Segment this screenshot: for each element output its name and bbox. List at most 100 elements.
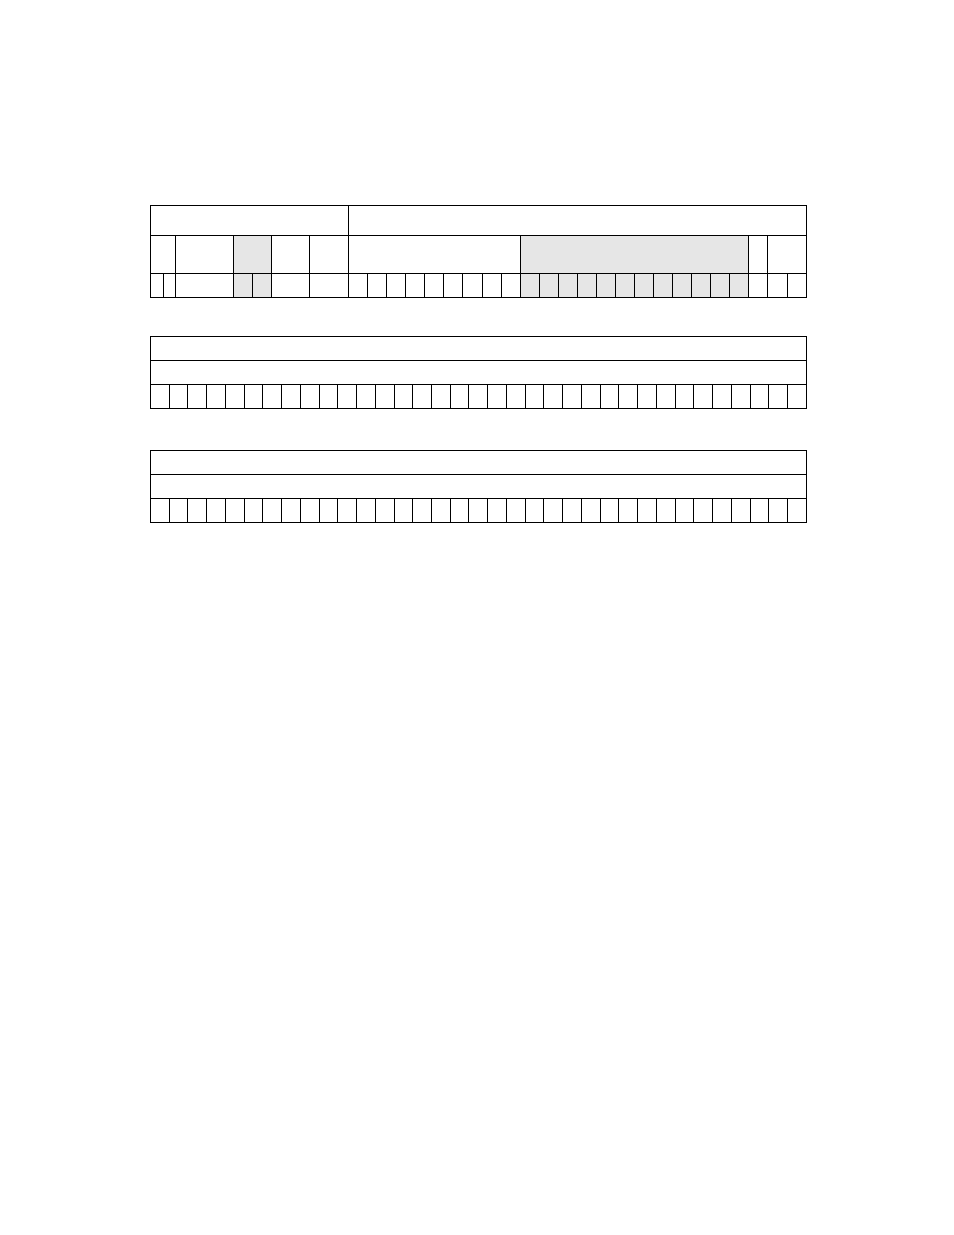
table-row [151,206,807,236]
table-cell [244,499,263,523]
table-cell [520,236,749,274]
table-cell [450,385,469,409]
table-cell [619,385,638,409]
table-cell [731,385,750,409]
table-cell [375,499,394,523]
table-cell [488,499,507,523]
table-cell [675,499,694,523]
table-cell [619,499,638,523]
table-cell [787,385,806,409]
table-cell [749,274,768,298]
table-cell [444,274,463,298]
table-cell [207,385,226,409]
table-cell [787,274,807,298]
table-cell [577,274,596,298]
table-cell [233,236,271,274]
table-cell [600,385,619,409]
table-cell [413,385,432,409]
table-cell [501,274,520,298]
table-cell [713,499,732,523]
data-table-t2 [150,336,807,409]
table-cell [581,385,600,409]
table-cell [282,499,301,523]
table-cell [749,236,768,274]
table-cell [558,274,577,298]
table-cell [252,274,271,298]
table-cell [394,385,413,409]
table-cell [349,274,368,298]
table-cell [357,499,376,523]
table-cell [469,385,488,409]
table-cell [635,274,654,298]
table-cell [525,499,544,523]
table-cell [731,499,750,523]
table-cell [151,274,164,298]
table-cell [600,499,619,523]
table-cell [387,274,406,298]
table-cell [151,337,807,361]
table-cell [151,451,807,475]
table-cell [349,206,807,236]
table-cell [469,499,488,523]
table-cell [233,274,252,298]
table-cell [169,385,188,409]
table-cell [176,236,233,274]
table-cell [768,274,787,298]
table-cell [563,385,582,409]
data-table-t3 [150,450,807,523]
table-cell [188,499,207,523]
table-cell [581,499,600,523]
table-cell [673,274,692,298]
table-cell [244,385,263,409]
table-cell [282,385,301,409]
table-row [151,499,807,523]
table-cell [769,385,788,409]
table-cell [730,274,749,298]
table-row [151,337,807,361]
table-cell [413,499,432,523]
table-cell [694,499,713,523]
data-table-t1 [150,205,807,298]
table-cell [319,385,338,409]
table-cell [151,206,349,236]
table-cell [151,236,176,274]
table-cell [432,385,451,409]
table-cell [163,274,176,298]
table-cell [225,385,244,409]
table-cell [506,499,525,523]
table-cell [309,274,348,298]
table-cell [692,274,711,298]
table-cell [338,385,357,409]
table-cell [463,274,482,298]
table-cell [750,499,769,523]
table-cell [375,385,394,409]
table-cell [506,385,525,409]
table-cell [654,274,673,298]
table-cell [638,499,657,523]
table-cell [482,274,501,298]
table-cell [188,385,207,409]
table-cell [656,499,675,523]
table-row [151,274,807,298]
table-cell [271,236,309,274]
table-cell [675,385,694,409]
table-row [151,361,807,385]
table-cell [394,499,413,523]
table-cell [357,385,376,409]
table-cell [406,274,425,298]
table-cell [176,274,233,298]
table-row [151,385,807,409]
table-cell [768,236,807,274]
table-cell [309,236,348,274]
table-cell [151,499,170,523]
table-cell [151,385,170,409]
table-cell [432,499,451,523]
table-cell [450,499,469,523]
table-row [151,451,807,475]
table-cell [263,385,282,409]
table-cell [225,499,244,523]
table-cell [596,274,615,298]
table-cell [169,499,188,523]
table-cell [544,499,563,523]
table-cell [750,385,769,409]
